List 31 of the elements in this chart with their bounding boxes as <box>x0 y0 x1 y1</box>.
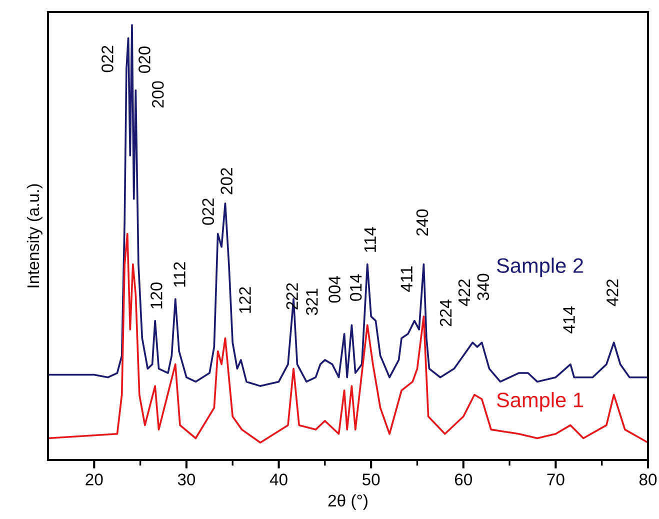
x-tick-label: 30 <box>178 474 196 486</box>
annotation: 414 <box>563 306 575 334</box>
annotation: 004 <box>328 276 340 303</box>
annotation: 224 <box>440 300 452 326</box>
series-label: Sample 1 <box>496 392 583 412</box>
annotation: 022 <box>202 198 214 225</box>
annotation: 222 <box>286 283 298 310</box>
y-axis-title: Intensity (a.u.) <box>26 184 42 288</box>
x-tick-label: 80 <box>639 474 657 486</box>
annotation: 202 <box>220 168 232 194</box>
annotation: 114 <box>364 227 376 252</box>
annotation: 120 <box>150 282 162 308</box>
x-axis-title: 2θ (°) <box>328 494 368 510</box>
annotation: 112 <box>174 262 186 287</box>
annotation: 422 <box>606 279 618 306</box>
text: Sample 2 <box>496 258 583 278</box>
annotation: 422 <box>458 279 470 306</box>
x-tick-label: 60 <box>454 474 472 486</box>
annotation: 411 <box>400 266 412 292</box>
x-tick-label: 70 <box>547 474 564 486</box>
annotation: 122 <box>239 287 251 313</box>
x-tick-label: 20 <box>86 474 103 486</box>
annotation: 321 <box>306 288 318 316</box>
annotation: 014 <box>350 274 362 301</box>
annotation: 200 <box>152 81 164 108</box>
x-tick-label: 40 <box>270 474 288 486</box>
annotation: 020 <box>138 46 150 74</box>
x-tick-label: 50 <box>362 474 380 486</box>
annotation: 240 <box>416 209 428 236</box>
annotation: 340 <box>477 274 490 300</box>
annotation: 022 <box>102 46 114 72</box>
